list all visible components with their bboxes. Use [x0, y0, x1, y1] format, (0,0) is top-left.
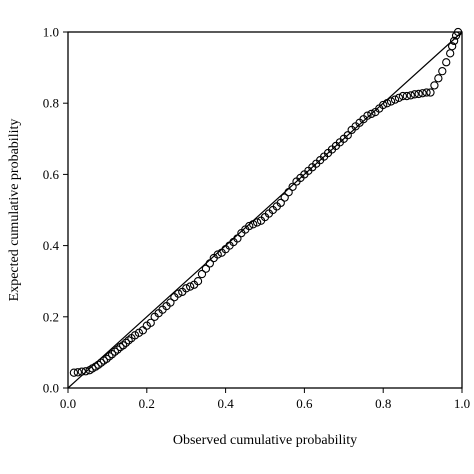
y-tick-label: 0.0 [43, 381, 59, 396]
data-point [245, 221, 254, 231]
data-point [193, 277, 203, 286]
data-point [197, 269, 207, 279]
data-point [442, 58, 451, 67]
x-axis-label: Observed cumulative probability [173, 433, 357, 448]
data-point [174, 289, 183, 298]
data-point [453, 27, 463, 37]
data-point [105, 352, 114, 361]
data-point [367, 109, 376, 119]
data-point [233, 234, 242, 243]
data-point [119, 341, 128, 350]
data-point [107, 350, 117, 359]
data-point [121, 338, 131, 347]
data-point [102, 354, 111, 363]
reference-line [67, 31, 463, 389]
data-point [438, 67, 447, 76]
data-point [446, 49, 455, 58]
data-point [213, 250, 222, 259]
data-point [422, 88, 431, 97]
data-point [426, 88, 435, 97]
y-tick-label: 1.0 [43, 25, 59, 40]
y-tick-label: 0.2 [43, 309, 59, 324]
x-axis: 0.0 0.2 0.4 0.6 0.8 1.0 [60, 388, 470, 411]
data-point [434, 74, 443, 83]
x-tick-label: 1.0 [454, 396, 470, 411]
data-point [288, 182, 297, 192]
x-tick-label: 0.0 [60, 396, 76, 411]
series-0 [69, 27, 463, 377]
x-tick-label: 0.2 [139, 396, 155, 411]
y-tick-label: 0.4 [43, 238, 60, 253]
data-point [284, 188, 293, 197]
data-point [343, 131, 352, 140]
data-point [249, 220, 258, 229]
data-point [252, 218, 262, 227]
data-point [276, 198, 285, 208]
data-point [182, 284, 191, 293]
y-tick-label: 0.8 [43, 96, 59, 111]
y-axis: 0.0 0.2 0.4 0.6 0.8 1.0 [43, 25, 68, 396]
data-point [394, 93, 404, 103]
data-point [390, 95, 400, 104]
data-point [110, 347, 120, 356]
data-point [146, 318, 155, 328]
data-point [363, 111, 372, 120]
data-point [430, 81, 439, 90]
data-point [96, 358, 106, 367]
data-point [113, 345, 122, 354]
plot-area [67, 27, 463, 389]
x-tick-label: 0.4 [217, 396, 234, 411]
data-point [280, 193, 289, 202]
data-point [205, 259, 214, 268]
data-point [379, 100, 388, 110]
data-point [69, 368, 79, 377]
data-point [386, 97, 396, 106]
data-point [447, 42, 457, 51]
data-point [418, 89, 427, 98]
data-point [81, 367, 90, 376]
data-point [449, 36, 459, 46]
data-point [402, 91, 411, 101]
x-tick-label: 0.8 [375, 396, 391, 411]
data-point [166, 298, 175, 307]
data-point [73, 368, 82, 377]
data-point [185, 282, 195, 291]
data-point [406, 91, 415, 100]
y-tick-label: 0.6 [43, 167, 60, 182]
data-point [201, 264, 211, 273]
data-point [77, 367, 86, 376]
data-point [414, 89, 423, 99]
plot-frame [67, 31, 463, 389]
data-point [124, 336, 133, 345]
data-point [94, 360, 103, 370]
y-axis-label: Expected cumulative probability [7, 119, 22, 302]
x-tick-label: 0.6 [296, 396, 313, 411]
data-point [382, 99, 392, 108]
data-point [398, 91, 408, 101]
data-point [410, 90, 419, 99]
